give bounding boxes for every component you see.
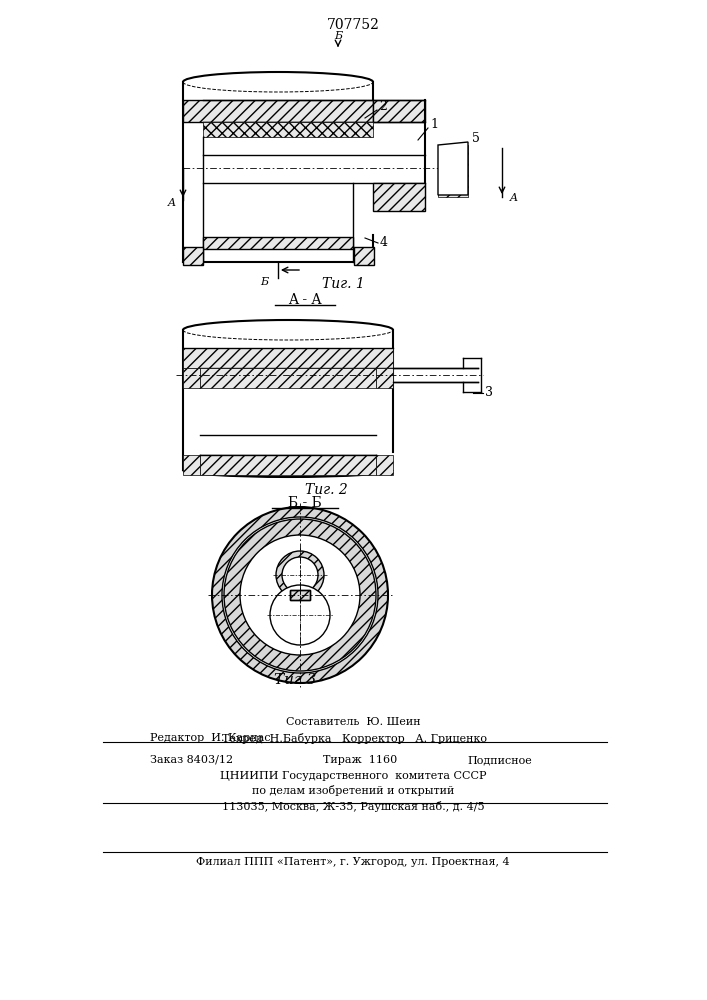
Text: Б - Б: Б - Б — [288, 496, 322, 510]
Bar — [354, 247, 374, 265]
Text: A - A: A - A — [288, 293, 322, 307]
Circle shape — [212, 507, 388, 683]
Bar — [290, 590, 310, 600]
Text: 113035, Москва, Ж-35, Раушская наб., д. 4/5: 113035, Москва, Ж-35, Раушская наб., д. … — [222, 800, 484, 812]
Text: A: A — [168, 198, 176, 208]
Bar — [376, 455, 393, 475]
Text: по делам изобретений и открытий: по делам изобретений и открытий — [252, 786, 454, 796]
Bar — [183, 368, 200, 388]
Circle shape — [224, 519, 376, 671]
Text: Б: Б — [334, 31, 342, 41]
Bar — [200, 368, 376, 388]
Bar — [373, 183, 425, 211]
Circle shape — [282, 557, 318, 593]
Text: Составитель  Ю. Шеин: Составитель Ю. Шеин — [286, 717, 421, 727]
Bar — [183, 348, 393, 368]
Bar — [183, 247, 203, 265]
Text: A: A — [510, 193, 518, 203]
Text: 4: 4 — [380, 236, 388, 249]
Text: Заказ 8403/12: Заказ 8403/12 — [150, 755, 233, 765]
Bar — [203, 122, 373, 137]
Text: 5: 5 — [472, 131, 480, 144]
Text: 3: 3 — [485, 385, 493, 398]
Circle shape — [240, 535, 360, 655]
Circle shape — [222, 517, 378, 673]
Text: Тираж  1160: Тираж 1160 — [323, 755, 397, 765]
Text: 1: 1 — [430, 117, 438, 130]
Bar — [373, 100, 425, 122]
Text: ЦНИИПИ Государственного  комитета СССР: ЦНИИПИ Государственного комитета СССР — [220, 771, 486, 781]
Text: Редактор  И. Карпас: Редактор И. Карпас — [150, 733, 271, 743]
Text: 707752: 707752 — [327, 18, 380, 32]
Text: Τиг. 1: Τиг. 1 — [322, 277, 365, 291]
Text: Τиг. 2: Τиг. 2 — [305, 483, 348, 497]
Bar — [183, 455, 200, 475]
Circle shape — [276, 551, 324, 599]
Bar — [203, 237, 353, 249]
Bar — [200, 455, 376, 475]
Bar — [183, 100, 373, 122]
Text: 2: 2 — [379, 101, 387, 113]
Text: Б: Б — [260, 277, 268, 287]
Bar — [376, 368, 393, 388]
Bar — [290, 590, 310, 600]
Text: Техред  Н.Бабурка   Корректор   А. Гриценко: Техред Н.Бабурка Корректор А. Гриценко — [223, 732, 488, 744]
Polygon shape — [438, 142, 468, 195]
Text: Τиг 3: Τиг 3 — [274, 673, 316, 687]
Bar — [438, 145, 468, 197]
Text: Подписное: Подписное — [467, 755, 532, 765]
Circle shape — [270, 585, 330, 645]
Text: Филиал ППП «Патент», г. Ужгород, ул. Проектная, 4: Филиал ППП «Патент», г. Ужгород, ул. Про… — [196, 857, 510, 867]
